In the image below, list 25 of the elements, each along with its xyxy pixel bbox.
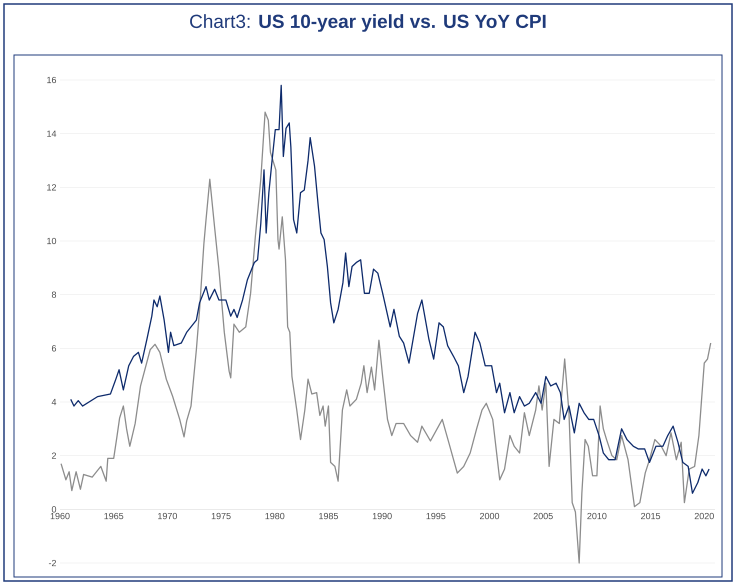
x-tick-label: 1990 bbox=[372, 512, 392, 520]
x-tick-label: 2015 bbox=[641, 512, 660, 520]
y-tick-label: 16 bbox=[47, 76, 56, 84]
y-tick-label: 2 bbox=[52, 452, 56, 459]
x-tick-label: 2000 bbox=[480, 512, 500, 520]
x-tick-label: 1985 bbox=[319, 512, 338, 520]
y-tick-label: 4 bbox=[52, 398, 56, 406]
x-tick-label: 1995 bbox=[426, 512, 446, 520]
y-tick-label: 12 bbox=[47, 184, 56, 190]
y-tick-label: 10 bbox=[47, 238, 56, 244]
x-tick-label: 2005 bbox=[534, 512, 553, 520]
x-tick-label: 2010 bbox=[587, 512, 607, 520]
y-tick-label: -2 bbox=[48, 560, 56, 566]
x-tick-label: 1975 bbox=[212, 512, 231, 520]
line-series bbox=[70, 84, 710, 494]
y-tick-label: 14 bbox=[47, 130, 56, 137]
y-tick-label: 6 bbox=[52, 345, 56, 352]
chart-title: Chart3: US 10-year yield vs. US YoY CPI bbox=[190, 14, 546, 32]
x-tick-label: 2020 bbox=[694, 512, 714, 520]
x-tick-label: 1960 bbox=[50, 512, 70, 520]
x-tick-label: 1965 bbox=[104, 512, 124, 520]
x-tick-label: 1970 bbox=[158, 512, 177, 520]
y-tick-label: 0 bbox=[52, 506, 56, 513]
x-tick-label: 1980 bbox=[265, 512, 284, 520]
y-tick-label: 8 bbox=[52, 291, 56, 298]
